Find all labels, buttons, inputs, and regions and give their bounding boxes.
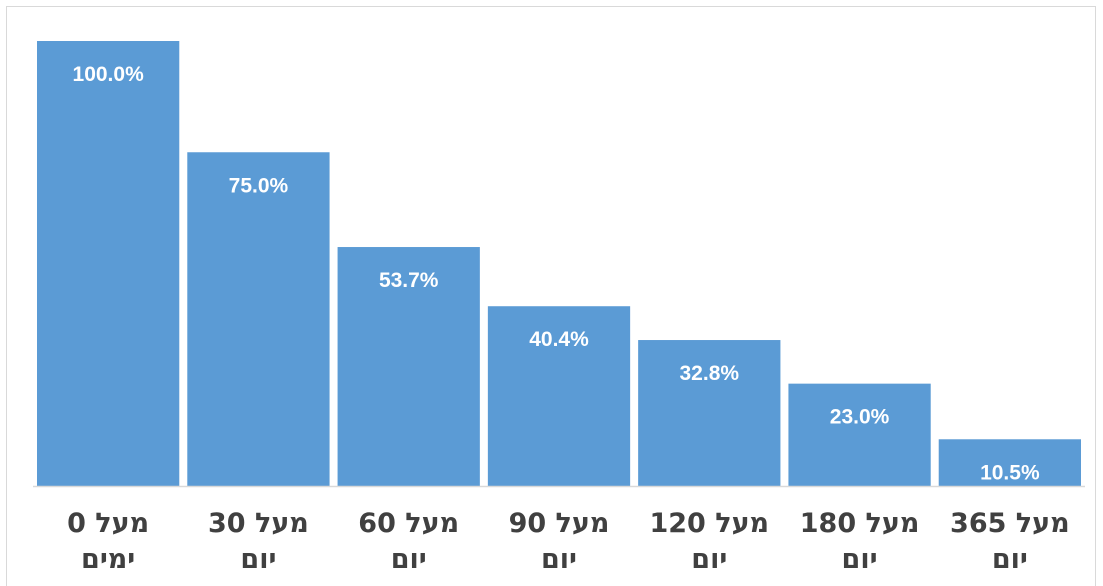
bar-data-label-4: 32.8% xyxy=(680,362,740,385)
category-label-6-line-1: יום xyxy=(992,544,1028,575)
bar-0 xyxy=(37,41,180,486)
bar-data-label-3: 40.4% xyxy=(529,328,589,351)
category-label-1-line-1: יום xyxy=(240,544,276,575)
category-label-5-line-0: מעל 180 xyxy=(800,508,920,539)
category-label-4-line-1: יום xyxy=(691,544,727,575)
bar-2 xyxy=(337,247,480,486)
category-label-3-line-0: מעל 90 xyxy=(509,508,610,539)
bar-5 xyxy=(788,383,931,486)
bar-1 xyxy=(187,152,330,486)
category-label-0-line-1: ימים xyxy=(81,544,135,575)
category-label-6-line-0: מעל 365 xyxy=(950,508,1070,539)
bars-group: 100.0% 75.0% 53.7% 40.4% 32.8% 23.0% 10.5% xyxy=(37,41,1081,486)
category-label-5-line-1: יום xyxy=(842,544,878,575)
chart-frame xyxy=(6,6,1096,586)
category-label-2-line-0: מעל 60 xyxy=(358,508,459,539)
category-label-3-line-1: יום xyxy=(541,544,577,575)
bar-3 xyxy=(487,306,631,486)
bar-4 xyxy=(638,340,781,486)
bar-data-label-6: 10.5% xyxy=(980,461,1040,484)
category-label-1-line-0: מעל 30 xyxy=(208,508,309,539)
bar-data-label-1: 75.0% xyxy=(229,174,289,197)
category-label-4-line-0: מעל 120 xyxy=(649,508,769,539)
bar-data-label-0: 100.0% xyxy=(73,63,145,86)
category-labels-group: מעל 0 ימים מעל 30 יום מעל 60 יום מעל 90 יום מעל … xyxy=(67,508,1070,575)
category-label-0-line-0: מעל 0 xyxy=(67,508,149,539)
category-label-2-line-1: יום xyxy=(391,544,427,575)
bar-data-label-5: 23.0% xyxy=(830,406,890,429)
bar-data-label-2: 53.7% xyxy=(379,269,439,292)
bar-6 xyxy=(938,439,1081,486)
